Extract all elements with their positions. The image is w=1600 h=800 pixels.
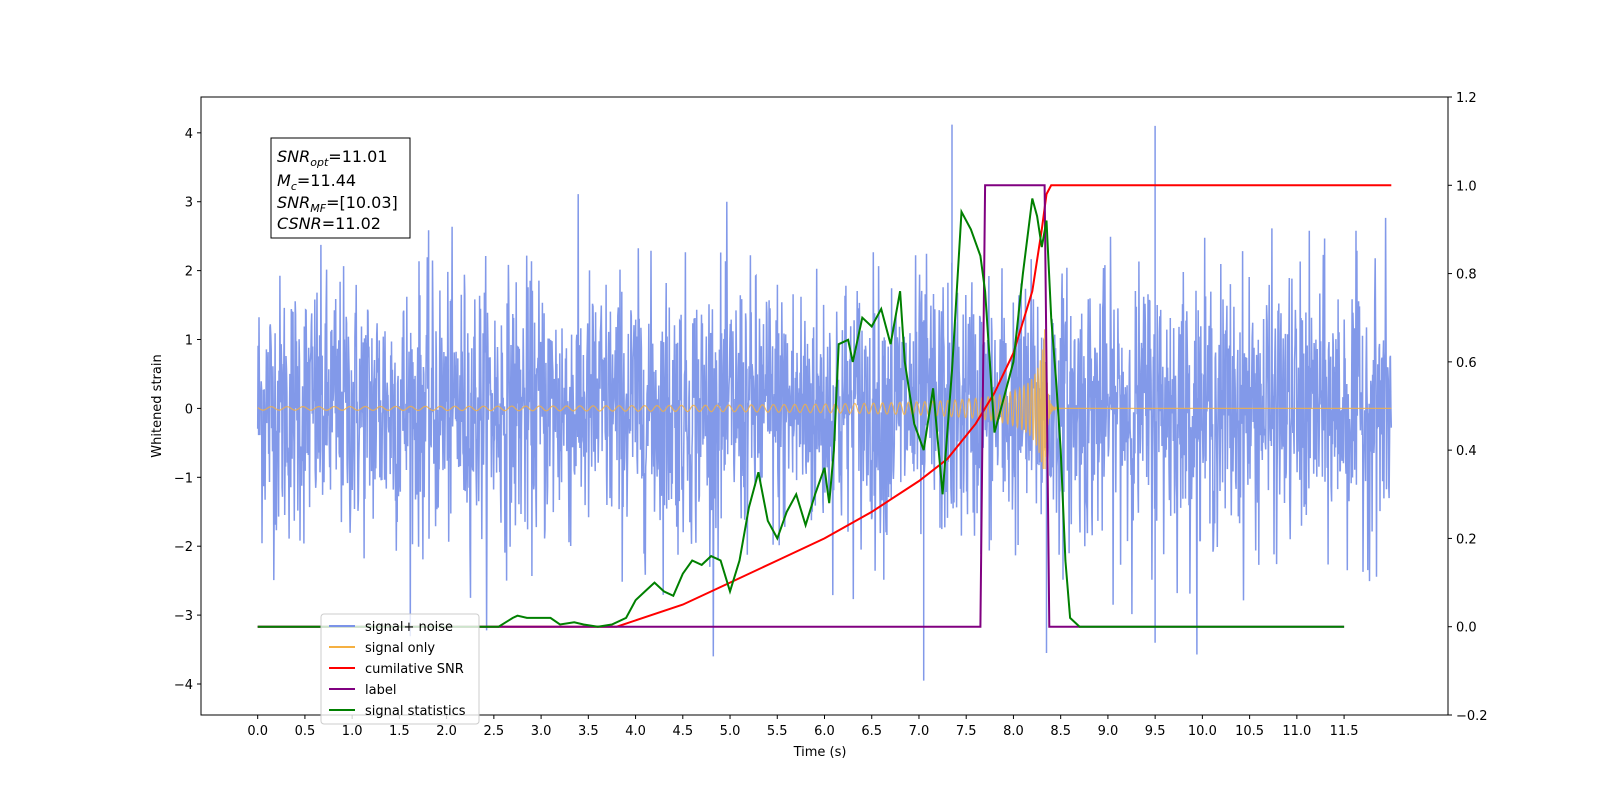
legend-label-signal-only: signal only [365,641,435,656]
y-axis-right: −0.2 0.0 0.2 0.4 0.6 0.8 1.0 1.2 [1448,91,1488,724]
legend: signal+ noise signal only cumilative SNR… [320,613,480,725]
x-tick-label: 10.5 [1235,724,1264,739]
x-tick-label: 5.0 [720,724,741,739]
series-cumulative-snr [257,184,1392,628]
annotation-snr-opt: SNRopt=11.01 [277,147,388,169]
y-tick-label: −3 [174,609,193,624]
y-tick-label: 1 [185,334,193,349]
y-tick-label: −1 [174,471,193,486]
y2-tick-label: 0.2 [1456,532,1477,547]
x-tick-label: 10.0 [1188,724,1217,739]
y2-tick-label: 0.6 [1456,356,1477,371]
annotation-mc: Mc=11.44 [277,171,356,193]
x-tick-label: 1.5 [389,724,410,739]
x-tick-label: 0.5 [295,724,316,739]
y-tick-label: 3 [185,196,193,211]
annotation-csnr: CSNR=11.02 [277,214,381,233]
x-tick-label: 9.5 [1145,724,1166,739]
y2-tick-label: 1.2 [1456,91,1477,106]
y2-tick-label: −0.2 [1456,709,1488,724]
series-signal-noise [256,124,1393,681]
y2-tick-label: 0.4 [1456,444,1477,459]
x-axis-label: Time (s) [793,745,847,760]
y2-tick-label: 0.0 [1456,621,1477,636]
x-tick-label: 8.5 [1050,724,1071,739]
x-tick-label: 1.0 [342,724,363,739]
legend-label-cumulative-snr: cumilative SNR [365,662,464,677]
x-tick-label: 8.0 [1003,724,1024,739]
x-tick-label: 6.0 [814,724,835,739]
legend-label-label: label [365,683,396,698]
series-signal-only [257,329,1392,470]
annotation-frame [270,137,411,239]
x-tick-label: 2.0 [436,724,457,739]
x-tick-label: 4.0 [625,724,646,739]
y2-tick-label: 1.0 [1456,179,1477,194]
x-tick-label: 7.0 [909,724,930,739]
legend-frame [320,613,480,725]
legend-label-signal-statistics: signal statistics [365,704,466,719]
y-tick-label: 2 [185,265,193,280]
x-tick-label: 11.5 [1330,724,1359,739]
series-signal-statistics [257,198,1345,628]
annotation-box: SNRopt=11.01 Mc=11.44 SNRMF=[10.03] CSNR… [270,137,411,239]
plot-area [256,124,1393,681]
x-tick-label: 4.5 [672,724,693,739]
legend-label-signal-noise: signal+ noise [365,620,453,635]
y-tick-label: −2 [174,540,193,555]
y2-tick-label: 0.8 [1456,268,1477,283]
y-axis-label: Whitened strain [150,354,165,457]
x-tick-label: 0.0 [247,724,268,739]
x-axis: 0.0 0.5 1.0 1.5 2.0 2.5 3.0 3.5 4.0 4.5 5.0 5.5 6.0 6… [247,715,1359,739]
y-tick-label: 4 [185,127,193,142]
x-tick-label: 3.0 [531,724,552,739]
x-tick-label: 6.5 [861,724,882,739]
x-tick-label: 7.5 [956,724,977,739]
annotation-snr-mf: SNRMF=[10.03] [277,193,398,215]
y-axis-left: −4 −3 −2 −1 0 1 2 3 4 [174,127,201,693]
y-tick-label: −4 [174,678,193,693]
x-tick-label: 2.5 [484,724,505,739]
y-tick-label: 0 [185,402,193,417]
x-tick-label: 9.0 [1098,724,1119,739]
x-tick-label: 11.0 [1282,724,1311,739]
x-tick-label: 5.5 [767,724,788,739]
x-tick-label: 3.5 [578,724,599,739]
